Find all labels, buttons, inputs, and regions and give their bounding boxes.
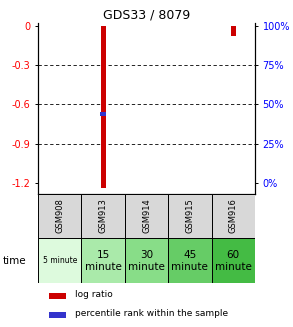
Bar <box>100 26 106 188</box>
Bar <box>49 293 66 299</box>
Bar <box>125 194 168 238</box>
Text: GSM913: GSM913 <box>99 198 108 233</box>
Bar <box>49 312 66 318</box>
Bar <box>212 194 255 238</box>
Text: 5 minute: 5 minute <box>42 256 77 266</box>
Title: GDS33 / 8079: GDS33 / 8079 <box>103 9 190 22</box>
Bar <box>38 238 81 283</box>
Text: log ratio: log ratio <box>75 290 113 299</box>
Text: GSM916: GSM916 <box>229 198 238 233</box>
Text: GSM915: GSM915 <box>185 198 194 233</box>
Bar <box>38 194 81 238</box>
Text: GSM914: GSM914 <box>142 198 151 233</box>
Bar <box>231 26 236 36</box>
Text: percentile rank within the sample: percentile rank within the sample <box>75 309 228 318</box>
Text: 45
minute: 45 minute <box>171 250 208 272</box>
Bar <box>100 112 106 116</box>
Bar <box>125 238 168 283</box>
Text: time: time <box>2 256 26 266</box>
Bar <box>81 194 125 238</box>
Bar <box>168 238 212 283</box>
Text: 60
minute: 60 minute <box>215 250 252 272</box>
Bar <box>81 238 125 283</box>
Text: GSM908: GSM908 <box>55 198 64 233</box>
Text: 30
minute: 30 minute <box>128 250 165 272</box>
Bar <box>168 194 212 238</box>
Bar <box>212 238 255 283</box>
Text: 15
minute: 15 minute <box>85 250 122 272</box>
